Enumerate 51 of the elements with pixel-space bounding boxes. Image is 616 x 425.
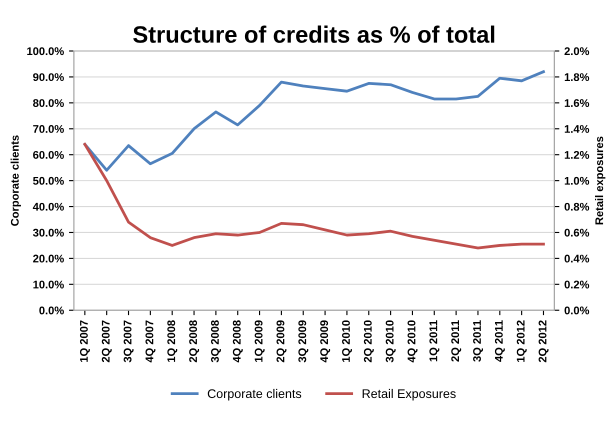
x-tick-label: 3Q 2009 [298, 320, 308, 362]
y-tick-label: 80.0% [33, 99, 64, 107]
y-tick-label: 20.0% [33, 254, 64, 263]
y-tick-label: 60.0% [33, 150, 64, 159]
x-tick-label: 3Q 2011 [473, 320, 484, 362]
x-tick-label: 2Q 2012 [538, 320, 549, 362]
y2-tick-label: 0.2% [564, 280, 590, 288]
y2-tick-label: 1.2% [564, 150, 590, 159]
y2-tick-label: 1.6% [564, 99, 590, 107]
x-tick-label: 4Q 2009 [320, 320, 330, 362]
x-tick-label: 2Q 2010 [364, 320, 374, 362]
x-tick-label: 1Q 2009 [254, 320, 265, 362]
y2-tick-label: 0.6% [564, 228, 590, 237]
y2-tick-label: 1.0% [564, 176, 590, 185]
line-series [83, 142, 545, 250]
y-axis-title: Corporate clients [10, 135, 21, 226]
x-tick-label: 4Q 2007 [145, 320, 156, 362]
x-tick-label: 4Q 2011 [494, 320, 505, 362]
x-tick-label: 3Q 2008 [210, 320, 221, 362]
x-tick-label: 2Q 2007 [102, 320, 112, 362]
x-tick-label: 3Q 2010 [386, 320, 396, 362]
y2-axis-title: Retail exposures [595, 136, 606, 224]
y2-tick-label: 0.8% [564, 202, 590, 211]
y-tick-label: 90.0% [33, 73, 64, 82]
y2-tick-label: 1.4% [564, 125, 590, 133]
legend-label: Corporate clients [208, 388, 302, 401]
y-tick-label: 0.0% [39, 306, 64, 314]
x-tick-label: 4Q 2008 [232, 320, 243, 362]
x-tick-label: 2Q 2011 [451, 320, 462, 362]
y2-tick-label: 0.4% [564, 254, 590, 263]
chart-title: Structure of credits as % of total [133, 26, 494, 43]
y-tick-label: 30.0% [32, 228, 64, 237]
y-tick-label: 50.0% [33, 176, 64, 185]
x-tick-label: 1Q 2012 [516, 320, 527, 362]
x-tick-label: 2Q 2008 [189, 320, 200, 362]
y2-tick-label: 1.8% [564, 73, 590, 82]
x-tick-label: 4Q 2010 [408, 320, 418, 362]
y-tick-label: 40.0% [32, 202, 64, 211]
y2-tick-label: 2.0% [564, 47, 590, 56]
x-tick-label: 1Q 2008 [167, 320, 178, 362]
legend-label: Retail Exposures [362, 388, 456, 401]
line-series [83, 70, 545, 172]
y-tick-label: 70.0% [33, 125, 64, 133]
y-tick-label: 10.0% [33, 280, 64, 288]
x-tick-label: 1Q 2007 [80, 320, 90, 362]
y-tick-label: 100.0% [27, 47, 64, 56]
y2-tick-label: 0.0% [564, 306, 590, 314]
x-tick-label: 2Q 2009 [276, 320, 286, 362]
x-tick-label: 3Q 2007 [124, 320, 134, 362]
x-tick-label: 1Q 2010 [342, 320, 352, 362]
x-tick-label: 1Q 2011 [429, 320, 440, 362]
